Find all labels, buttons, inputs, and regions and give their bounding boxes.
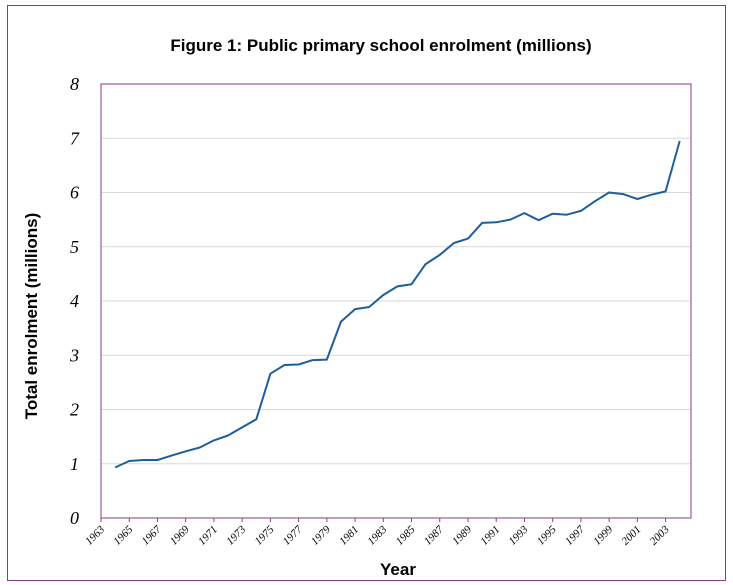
x-tick-label: 1979 bbox=[309, 523, 333, 547]
x-tick-label: 1965 bbox=[111, 523, 135, 547]
y-tick-label: 0 bbox=[70, 508, 79, 528]
x-tick-label: 1977 bbox=[281, 523, 305, 547]
x-tick-label: 1995 bbox=[535, 523, 559, 547]
x-tick-label: 1963 bbox=[83, 523, 107, 547]
plot-area bbox=[100, 83, 692, 519]
y-tick-label: 2 bbox=[70, 400, 79, 420]
x-tick-label: 2003 bbox=[648, 523, 672, 547]
y-axis-label: Total enrolment (millions) bbox=[22, 213, 41, 420]
y-tick-label: 7 bbox=[70, 128, 80, 148]
x-tick-label: 1985 bbox=[394, 523, 418, 547]
x-tick-label: 1987 bbox=[422, 523, 446, 547]
chart-title: Figure 1: Public primary school enrolmen… bbox=[170, 36, 591, 55]
x-tick-label: 1981 bbox=[337, 524, 361, 548]
y-tick-label: 1 bbox=[70, 454, 79, 474]
x-axis-label: Year bbox=[380, 560, 416, 579]
y-tick-label: 5 bbox=[70, 237, 79, 257]
series-layer bbox=[114, 140, 681, 469]
y-tick-label: 3 bbox=[69, 345, 79, 365]
y-tick-label: 6 bbox=[70, 183, 79, 203]
chart-frame: Figure 1: Public primary school enrolmen… bbox=[7, 5, 726, 581]
x-tick-label: 2001 bbox=[619, 524, 643, 548]
x-tick-label: 1989 bbox=[450, 523, 474, 547]
x-tick-label: 1991 bbox=[478, 524, 502, 548]
x-tick-label: 1971 bbox=[196, 524, 220, 548]
y-tick-label: 8 bbox=[70, 74, 79, 94]
x-tick-label: 1983 bbox=[365, 523, 389, 547]
x-tick-label: 1969 bbox=[168, 523, 192, 547]
x-tick-label: 1967 bbox=[140, 523, 164, 547]
x-tick-label: 1999 bbox=[591, 523, 615, 547]
y-tick-label: 4 bbox=[70, 291, 79, 311]
x-tick-label: 1973 bbox=[224, 523, 248, 547]
y-axis-ticks: 0 1 2 3 4 5 6 7 8 bbox=[69, 74, 80, 528]
x-axis-ticks: 1963 1965 1967 1969 1971 1973 1975 1977 1979 1981… bbox=[83, 518, 672, 548]
x-tick-label: 1993 bbox=[507, 523, 531, 547]
x-tick-label: 1997 bbox=[563, 523, 587, 547]
enrolment-series-line bbox=[114, 140, 681, 469]
x-tick-label: 1975 bbox=[252, 523, 276, 547]
gridlines bbox=[101, 137, 691, 465]
chart-svg: Figure 1: Public primary school enrolmen… bbox=[22, 36, 692, 579]
